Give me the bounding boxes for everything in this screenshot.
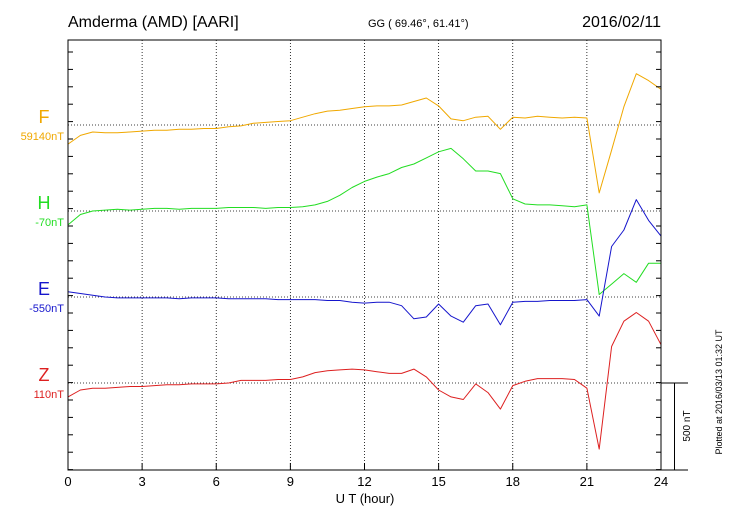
series-name-e: E	[38, 279, 50, 299]
plot-frame	[67, 39, 662, 471]
series-lines	[67, 73, 662, 450]
x-tick-label: 0	[64, 474, 71, 489]
plotted-timestamp: Plotted at 2016/03/13 01:32 UT	[714, 329, 724, 455]
date-label: 2016/02/11	[582, 14, 661, 31]
series-labels: F 59140nT H -70nT E -550nT Z 110nT	[21, 107, 65, 401]
x-tick-label: 21	[580, 474, 594, 489]
station-title: Amderma (AMD) [AARI]	[68, 14, 239, 31]
scale-bar-label: 500 nT	[682, 410, 693, 441]
scale-bar: 500 nT	[661, 382, 693, 471]
series-line-f	[67, 73, 662, 194]
x-tick-label: 6	[213, 474, 220, 489]
series-line-h	[67, 147, 661, 295]
series-baseline-h: -70nT	[35, 217, 64, 229]
coordinates-label: GG ( 69.46°, 61.41°)	[368, 18, 469, 30]
grid	[141, 40, 588, 470]
x-tick-label: 24	[654, 474, 668, 489]
series-baseline-f: 59140nT	[21, 131, 65, 143]
series-baseline-z: 110nT	[34, 389, 65, 401]
x-tick-label: 3	[139, 474, 146, 489]
series-name-f: F	[39, 107, 50, 127]
axis-ticks: 0 3 6 9 12 15 18 21 24	[64, 51, 668, 489]
series-line-z	[67, 312, 662, 450]
series-name-z: Z	[39, 365, 50, 385]
x-tick-label: 9	[287, 474, 294, 489]
series-name-h: H	[38, 193, 51, 213]
x-tick-label: 12	[357, 474, 371, 489]
x-tick-label: 18	[506, 474, 520, 489]
x-tick-label: 15	[431, 474, 445, 489]
series-line-e	[67, 199, 662, 326]
x-axis-title: U T (hour)	[336, 491, 395, 506]
series-baseline-e: -550nT	[29, 303, 64, 315]
